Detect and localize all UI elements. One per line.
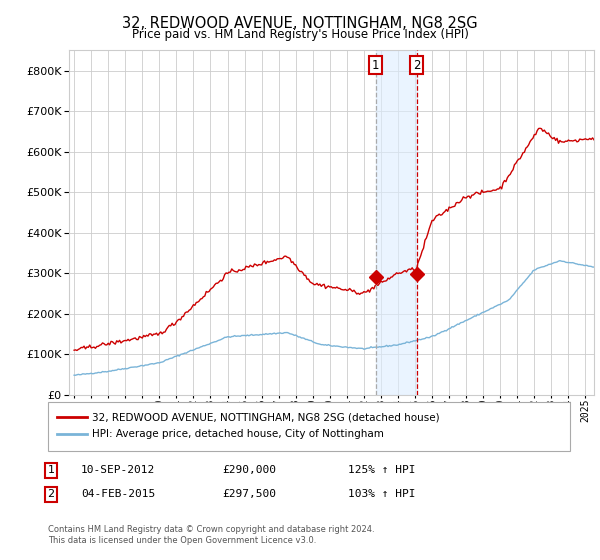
Text: 1: 1	[47, 465, 55, 475]
Text: 2: 2	[413, 58, 421, 72]
Text: 32, REDWOOD AVENUE, NOTTINGHAM, NG8 2SG: 32, REDWOOD AVENUE, NOTTINGHAM, NG8 2SG	[122, 16, 478, 31]
Text: 1: 1	[372, 58, 379, 72]
Text: 125% ↑ HPI: 125% ↑ HPI	[348, 465, 415, 475]
Text: £297,500: £297,500	[222, 489, 276, 500]
Text: £290,000: £290,000	[222, 465, 276, 475]
Text: Price paid vs. HM Land Registry's House Price Index (HPI): Price paid vs. HM Land Registry's House …	[131, 28, 469, 41]
Text: Contains HM Land Registry data © Crown copyright and database right 2024.
This d: Contains HM Land Registry data © Crown c…	[48, 525, 374, 545]
Text: 103% ↑ HPI: 103% ↑ HPI	[348, 489, 415, 500]
Text: 32, REDWOOD AVENUE, NOTTINGHAM, NG8 2SG (detached house): 32, REDWOOD AVENUE, NOTTINGHAM, NG8 2SG …	[92, 412, 439, 422]
Text: 04-FEB-2015: 04-FEB-2015	[81, 489, 155, 500]
Bar	[376, 50, 416, 395]
Text: HPI: Average price, detached house, City of Nottingham: HPI: Average price, detached house, City…	[92, 429, 383, 439]
Text: 10-SEP-2012: 10-SEP-2012	[81, 465, 155, 475]
Text: 2: 2	[47, 489, 55, 500]
